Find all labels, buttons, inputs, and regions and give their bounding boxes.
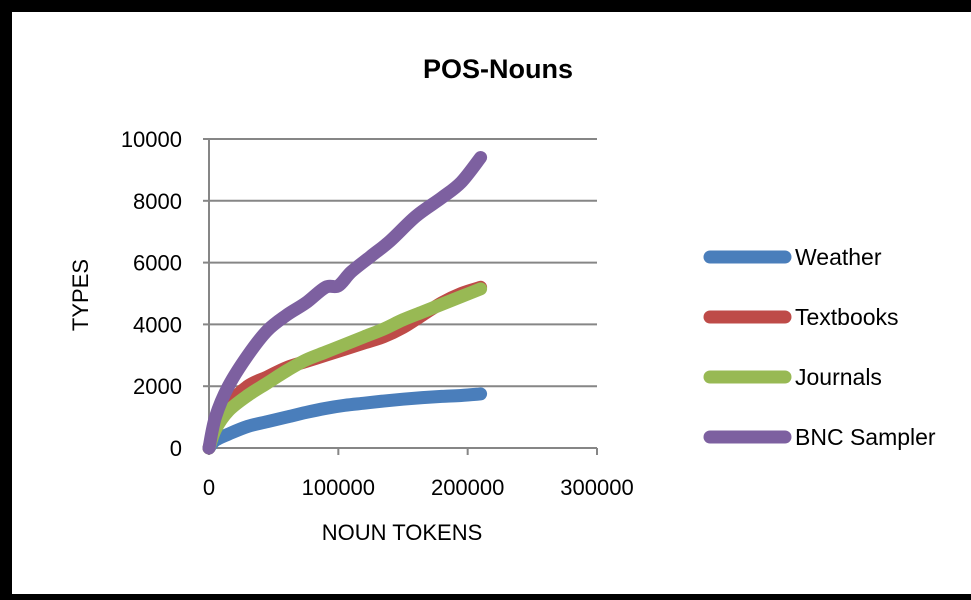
series-line-bnc-sampler [202, 151, 488, 455]
x-tick-label: 200000 [431, 475, 504, 500]
legend-label-bnc-sampler: BNC Sampler [795, 424, 936, 450]
x-tick-label: 100000 [302, 475, 375, 500]
legend: Weather Textbooks Journals BNC Sampler [703, 244, 936, 450]
y-tick-label: 0 [170, 436, 182, 461]
gridlines [209, 138, 597, 388]
x-tick-label: 0 [203, 475, 215, 500]
series-line-weather [202, 387, 488, 455]
y-tick-label: 2000 [133, 374, 182, 399]
y-tick-label: 4000 [133, 312, 182, 337]
chart-title: POS-Nouns [423, 54, 573, 84]
x-axis-title: NOUN TOKENS [322, 520, 483, 545]
y-tick-label: 8000 [133, 189, 182, 214]
legend-label-journals: Journals [795, 364, 882, 390]
x-tick-label: 300000 [560, 475, 633, 500]
y-tick-label: 6000 [133, 251, 182, 276]
legend-label-weather: Weather [795, 244, 882, 270]
series-line-journals [202, 282, 488, 455]
series-lines [202, 151, 488, 455]
y-axis-title: TYPES [68, 259, 93, 331]
y-tick-label: 10000 [121, 127, 182, 152]
legend-label-textbooks: Textbooks [795, 304, 899, 330]
